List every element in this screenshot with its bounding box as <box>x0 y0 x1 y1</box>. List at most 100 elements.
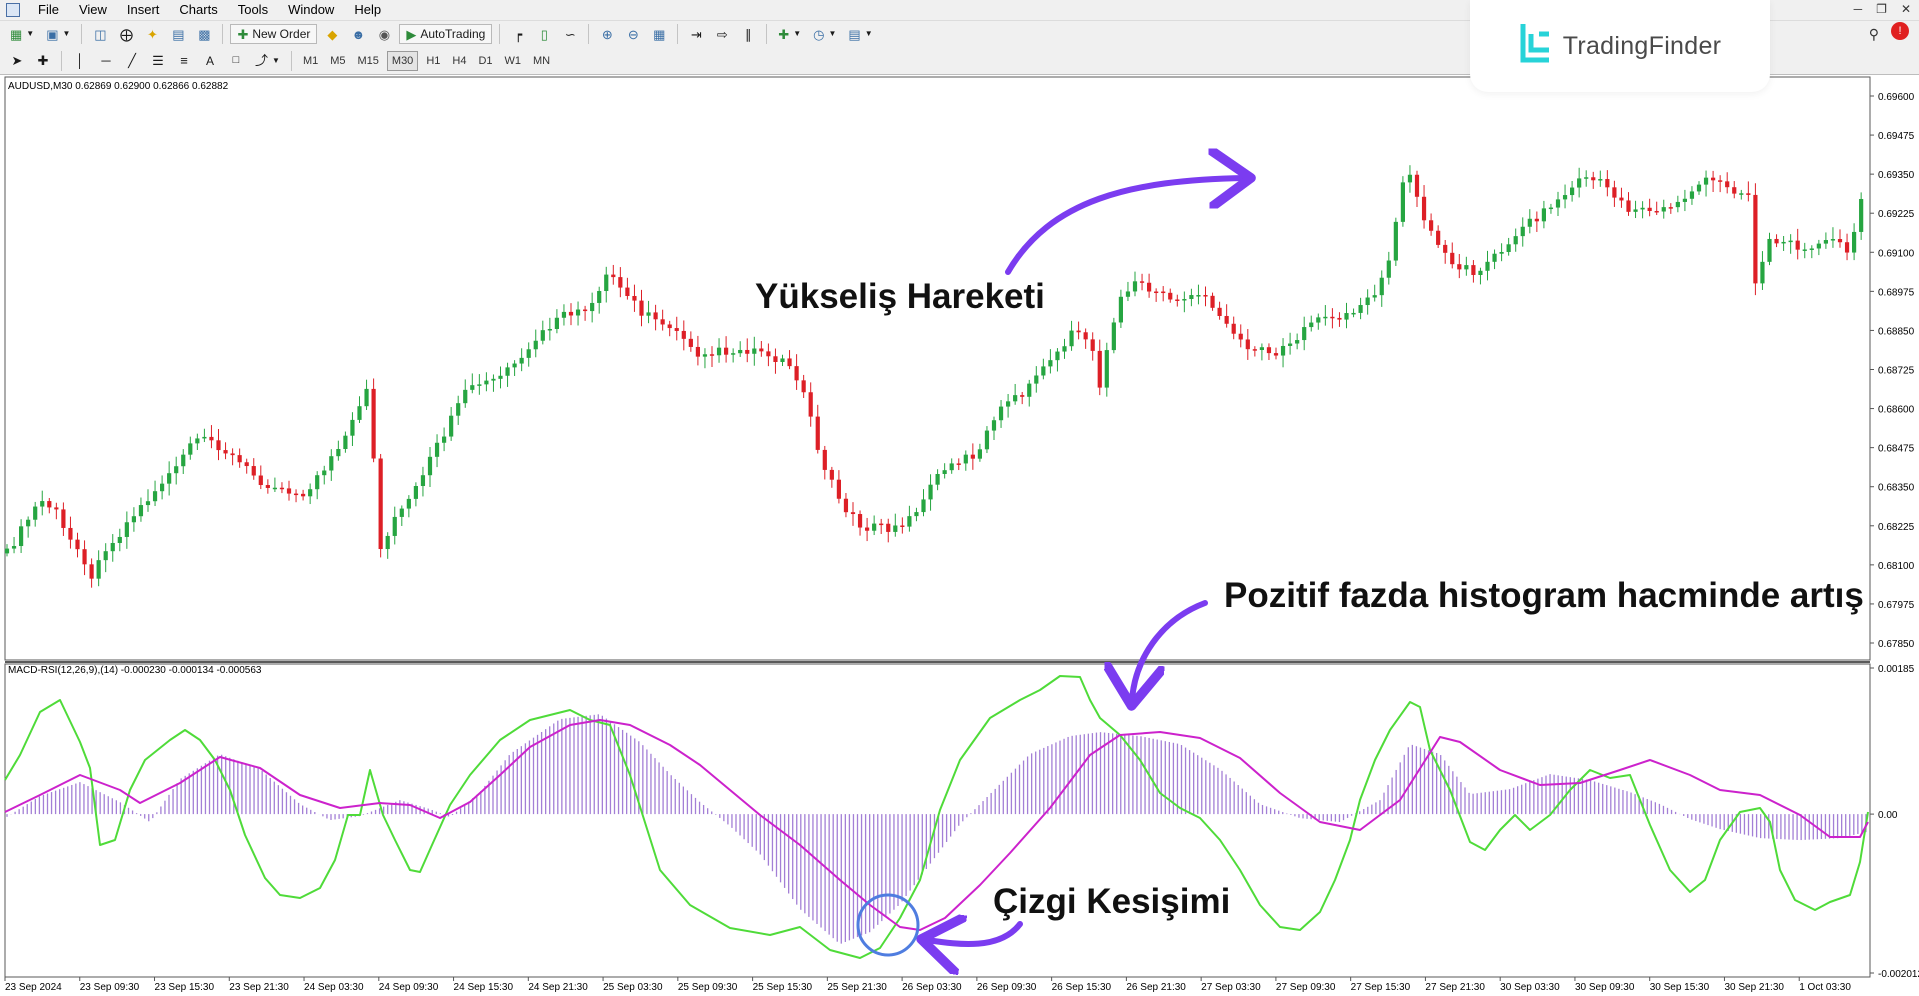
tradingfinder-logo: TradingFinder <box>1470 0 1770 92</box>
timeframe-mn[interactable]: MN <box>533 54 551 67</box>
timeframe-m15[interactable]: M15 <box>357 54 379 67</box>
menu-file[interactable]: File <box>38 2 59 17</box>
candle-body <box>886 523 891 532</box>
candle-body <box>1168 292 1173 300</box>
tester-button[interactable]: ▩ <box>193 24 215 44</box>
text-button[interactable]: A <box>199 51 221 71</box>
minimize-icon[interactable]: ─ <box>1853 2 1863 16</box>
toolbar-divider <box>766 24 768 44</box>
candle-body <box>949 463 954 471</box>
close-icon[interactable]: ✕ <box>1900 2 1911 16</box>
timeframe-h1[interactable]: H1 <box>426 54 441 67</box>
candle-body <box>244 462 249 467</box>
candle-body <box>1816 243 1821 249</box>
timeframe-d1[interactable]: D1 <box>478 54 493 67</box>
chart-shift-button[interactable]: ⇥ <box>685 24 707 44</box>
menu-help[interactable]: Help <box>354 2 382 17</box>
candle-body <box>1506 244 1511 252</box>
timeframe-m1[interactable]: M1 <box>302 54 319 67</box>
candle-body <box>928 484 933 500</box>
terminal-button[interactable]: ▤ <box>167 24 189 44</box>
autoscroll-button[interactable]: ⇨ <box>711 24 733 44</box>
menu-insert[interactable]: Insert <box>126 2 160 17</box>
tile-windows-button[interactable]: ▦ <box>648 24 670 44</box>
menu-charts[interactable]: Charts <box>179 2 218 17</box>
new-order-button[interactable]: ✚ New Order <box>230 24 318 44</box>
candle-body <box>1795 240 1800 250</box>
menu-view[interactable]: View <box>78 2 107 17</box>
candle-body <box>667 324 672 329</box>
candle-body <box>1097 350 1102 388</box>
candle-body <box>82 549 87 565</box>
signals-button[interactable]: ◉ <box>373 24 395 44</box>
globe-icon: ◉ <box>378 26 391 42</box>
autotrading-button[interactable]: ▶ AutoTrading <box>399 24 493 44</box>
channel-button[interactable]: ☰ <box>147 51 169 71</box>
candle-body <box>364 388 369 407</box>
restore-icon[interactable]: ❐ <box>1876 2 1887 16</box>
fibonacci-button[interactable]: ≡ <box>173 51 195 71</box>
candle-body <box>1598 179 1603 181</box>
horizontal-line-button[interactable]: ─ <box>95 51 117 71</box>
candle-body <box>1358 305 1363 313</box>
candle-body <box>998 406 1004 421</box>
candle-body <box>1041 366 1046 376</box>
candle-body <box>223 450 228 454</box>
timeframe-w1[interactable]: W1 <box>504 54 522 67</box>
market-watch-button[interactable]: ◫ <box>89 24 111 44</box>
timeframe-m5[interactable]: M5 <box>330 54 346 67</box>
line-chart-button[interactable]: ∽ <box>559 24 581 44</box>
uptrend-label: Yükseliş Hareketi <box>755 277 1045 316</box>
search-icon[interactable]: ⚲ <box>1868 26 1879 42</box>
candle-body <box>322 470 327 476</box>
candle-body <box>590 302 595 312</box>
rsi-line <box>4 675 1869 959</box>
candle-body <box>1421 196 1427 221</box>
candle-body <box>216 440 221 451</box>
profiles-button[interactable]: ▣ ▼ <box>42 24 74 44</box>
time-tick-label: 25 Sep 09:30 <box>678 982 738 993</box>
candle-body <box>1619 197 1624 201</box>
navigator-button[interactable]: ✦ <box>141 24 163 44</box>
candle-body <box>639 300 644 316</box>
candle-body <box>399 508 404 517</box>
candle-body <box>1429 220 1434 231</box>
chart-shift-icon: ⇥ <box>690 26 702 42</box>
periods-button[interactable]: ◷ ▼ <box>809 24 840 44</box>
candle-body <box>1344 313 1349 320</box>
candle-body <box>829 469 834 480</box>
templates-button[interactable]: ▤ ▼ <box>844 24 876 44</box>
crosshair-button[interactable]: ✚ <box>32 51 54 71</box>
period-separators-button[interactable]: ∥ <box>737 24 759 44</box>
expert-button[interactable]: ☻ <box>347 24 369 44</box>
notification-icon[interactable]: ! <box>1891 22 1909 40</box>
cursor-button[interactable]: ➤ <box>6 51 28 71</box>
brand-name: TradingFinder <box>1562 31 1722 60</box>
text-label-button[interactable]: □ <box>225 51 247 71</box>
vertical-line-button[interactable]: │ <box>69 51 91 71</box>
candlestick-button[interactable]: ▯ <box>533 24 555 44</box>
price-tick-label: 0.69600 <box>1878 92 1915 103</box>
data-window-button[interactable]: ⨁ <box>115 24 137 44</box>
zoom-in-button[interactable]: ⊕ <box>596 24 618 44</box>
menu-window[interactable]: Window <box>288 2 335 17</box>
trendline-button[interactable]: ╱ <box>121 51 143 71</box>
candle-body <box>1548 207 1554 210</box>
candle-body <box>1083 332 1088 340</box>
timeframe-h4[interactable]: H4 <box>452 54 467 67</box>
indicator-tick-label: 0.00185 <box>1878 664 1915 675</box>
shapes-button[interactable]: ⤴ ▼ <box>251 51 284 71</box>
timeframe-m30[interactable]: M30 <box>386 50 419 71</box>
candle-body <box>1295 340 1300 344</box>
candle-body <box>1436 230 1441 245</box>
indicators-button[interactable]: ✚ ▼ <box>774 24 805 44</box>
vertical-line-icon: │ <box>75 53 85 68</box>
zoom-out-icon: ⊖ <box>627 26 639 42</box>
zoom-out-button[interactable]: ⊖ <box>622 24 644 44</box>
metaeditor-button[interactable]: ◆ <box>321 24 343 44</box>
candle-body <box>1577 178 1582 188</box>
bar-chart-button[interactable]: ┍ <box>507 24 529 44</box>
new-chart-button[interactable]: ▦ ▼ <box>6 24 38 44</box>
menu-tools[interactable]: Tools <box>237 2 269 17</box>
